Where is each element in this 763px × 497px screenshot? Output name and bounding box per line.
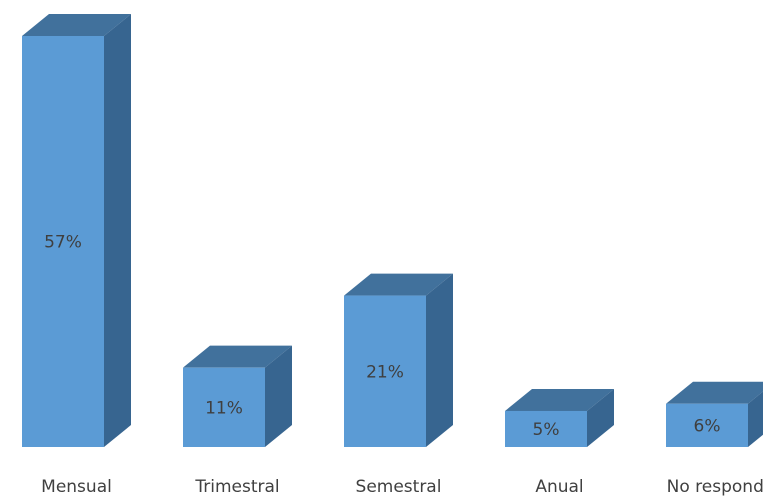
category-label-semestral: Semestral [356,477,442,497]
bar-anual [505,388,614,447]
category-label-no-responde: No responde [667,477,763,497]
bar-top-semestral [344,273,453,296]
data-label-semestral: 21% [366,362,404,382]
data-label-anual: 5% [533,420,560,440]
bar-top-no-responde [666,381,763,404]
bar-semestral [344,273,453,447]
bar-side-mensual [104,14,131,447]
bar-front-anual [505,410,587,447]
category-label-anual: Anual [535,477,583,497]
bar-side-anual [587,388,614,447]
bar-trimestral [183,345,292,447]
bar-side-no-responde [748,391,763,447]
bar-no-responde [666,381,763,447]
bar-side-semestral [426,273,453,447]
bar-front-semestral [344,295,426,447]
bar-top-trimestral [183,345,292,368]
data-label-trimestral: 11% [205,398,243,418]
bar-front-trimestral [183,367,265,447]
bar-front-mensual [22,36,104,447]
data-label-no-responde: 6% [694,416,721,436]
data-labels-layer: 57% 11% 21% 5% 6% [44,233,720,440]
bar-side-trimestral [265,345,292,447]
bar-mensual [22,14,131,447]
category-axis: Mensual Trimestral Semestral Anual No respon… [41,477,763,497]
bars-layer [22,14,763,447]
data-label-mensual: 57% [44,233,82,253]
bar-top-anual [505,388,614,411]
category-label-trimestral: Trimestral [194,477,279,497]
bar-front-no-responde [666,403,748,447]
category-label-mensual: Mensual [41,477,112,497]
bar-top-mensual [22,14,131,36]
